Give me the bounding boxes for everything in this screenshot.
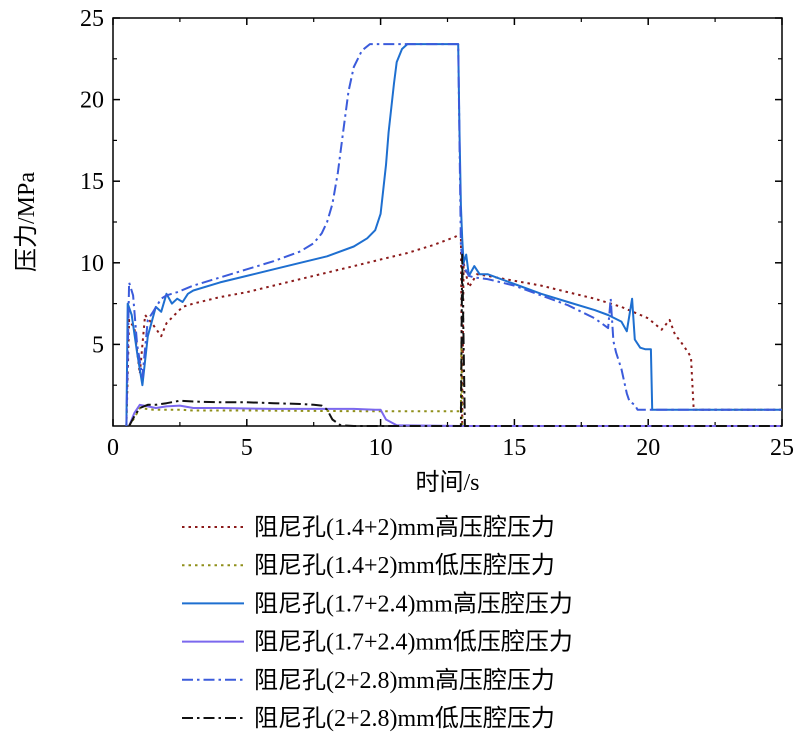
legend-label-6: 阻尼孔(2+2.8)mm低压腔压力 bbox=[254, 705, 555, 732]
y-tick-label: 25 bbox=[80, 6, 104, 32]
y-axis-title: 压力/MPa bbox=[13, 172, 40, 272]
legend-label-5: 阻尼孔(2+2.8)mm高压腔压力 bbox=[254, 667, 555, 694]
y-tick-label: 20 bbox=[80, 88, 104, 114]
y-tick-label: 5 bbox=[92, 332, 104, 358]
y-tick-label: 10 bbox=[80, 251, 104, 277]
series-layer bbox=[125, 43, 782, 427]
x-tick-label: 15 bbox=[502, 435, 526, 461]
series-line-5 bbox=[125, 43, 782, 427]
x-axis-title: 时间/s bbox=[415, 469, 479, 496]
y-tick-label: 15 bbox=[80, 169, 104, 195]
x-tick-label: 10 bbox=[369, 435, 393, 461]
axes-layer: 0 5 10 15 20 25 5 10 15 20 25 bbox=[80, 6, 794, 461]
legend-label-4: 阻尼孔(1.7+2.4)mm低压腔压力 bbox=[254, 629, 573, 656]
legend: 阻尼孔(1.4+2)mm高压腔压力阻尼孔(1.4+2)mm低压腔压力阻尼孔(1.… bbox=[182, 514, 573, 732]
x-tick-label: 5 bbox=[241, 435, 253, 461]
series-line-6 bbox=[128, 253, 782, 427]
plot-area bbox=[112, 17, 783, 427]
series-line-2 bbox=[128, 340, 782, 427]
x-tick-label: 0 bbox=[107, 435, 119, 461]
series-line-4 bbox=[128, 403, 782, 427]
x-tick-label: 25 bbox=[770, 435, 794, 461]
legend-label-1: 阻尼孔(1.4+2)mm高压腔压力 bbox=[254, 514, 555, 541]
series-line-1 bbox=[125, 232, 782, 427]
series-line-3 bbox=[125, 43, 782, 427]
legend-label-3: 阻尼孔(1.7+2.4)mm高压腔压力 bbox=[254, 590, 573, 617]
x-tick-label: 20 bbox=[636, 435, 660, 461]
legend-label-2: 阻尼孔(1.4+2)mm低压腔压力 bbox=[254, 552, 555, 579]
